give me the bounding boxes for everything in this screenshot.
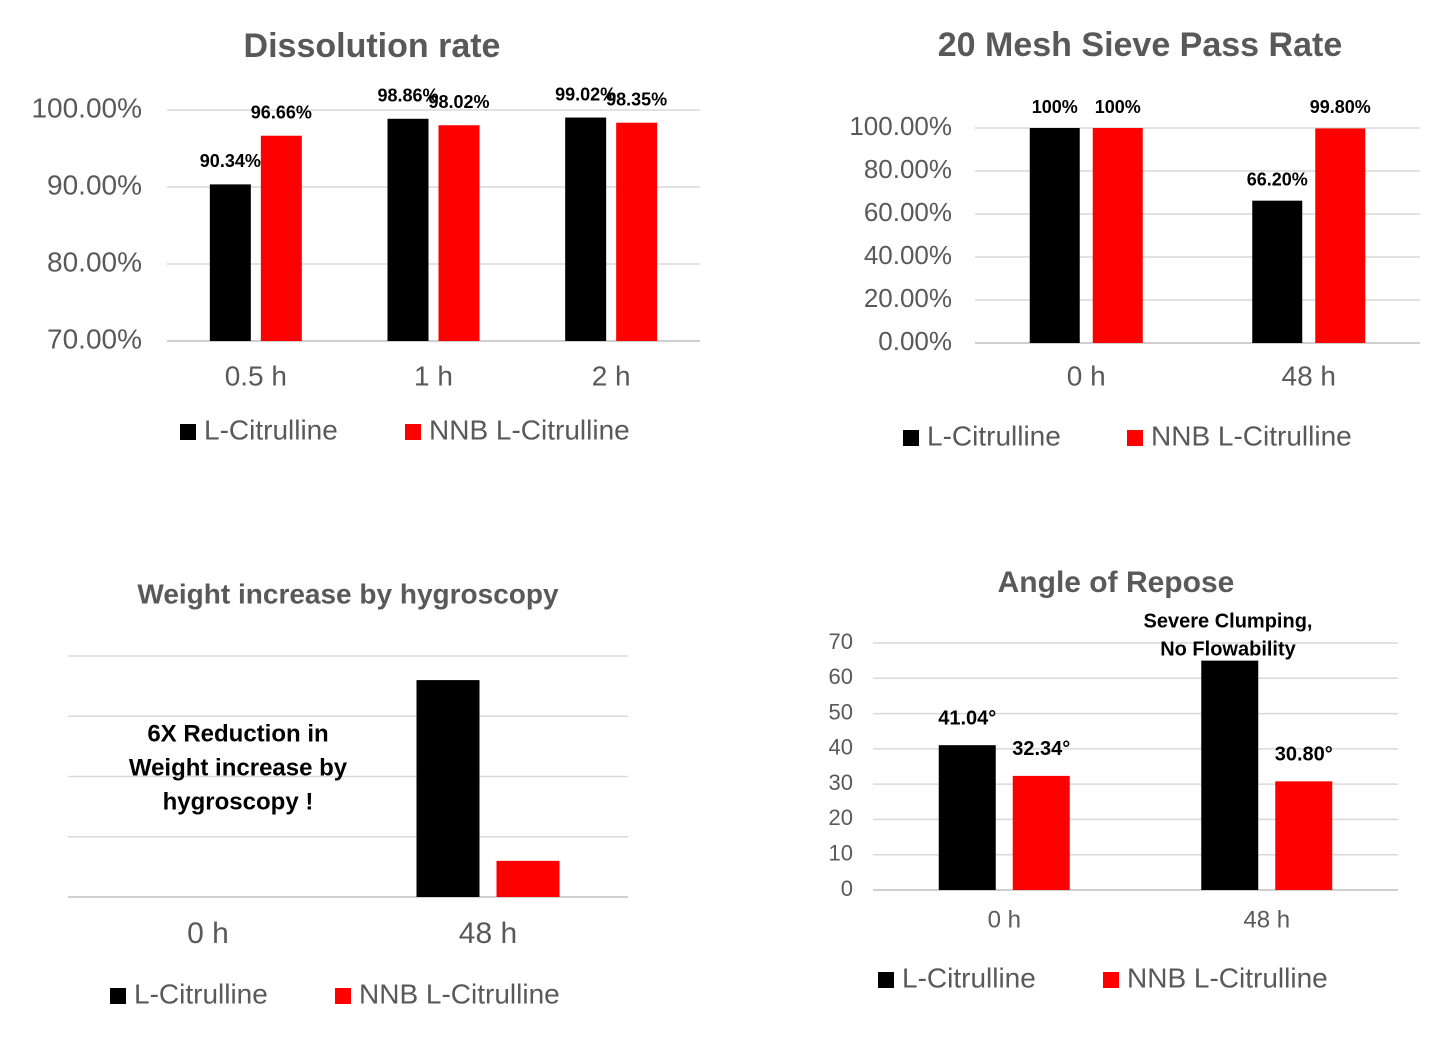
data-label: 98.02%	[428, 92, 489, 112]
bar	[1012, 775, 1070, 890]
legend-label: L-Citrulline	[927, 420, 1061, 451]
y-tick-label: 80.00%	[864, 154, 952, 184]
data-label: 98.86%	[377, 86, 438, 106]
x-tick-label: 2 h	[592, 360, 631, 391]
x-tick-label: 48 h	[459, 917, 517, 950]
y-tick-label: 40	[829, 735, 853, 760]
chart-title: Dissolution rate	[244, 27, 501, 65]
y-tick-label: 70.00%	[47, 323, 142, 354]
data-label: 100%	[1032, 97, 1078, 117]
chart-title: Angle of Repose	[998, 566, 1235, 599]
bar	[496, 860, 560, 897]
bar	[616, 122, 658, 341]
legend-swatch	[405, 424, 421, 440]
bar	[387, 118, 429, 341]
annotation: 6X Reduction in	[147, 720, 328, 747]
data-label: 98.35%	[606, 89, 667, 109]
legend-swatch	[878, 972, 894, 988]
bar	[438, 125, 480, 341]
annotation: No Flowability	[1160, 638, 1296, 660]
y-tick-label: 0	[841, 876, 853, 901]
legend-label: NNB L-Citrulline	[1151, 420, 1352, 451]
legend-label: NNB L-Citrulline	[1127, 962, 1328, 993]
y-tick-label: 60.00%	[864, 197, 952, 227]
bar	[1315, 128, 1366, 343]
y-tick-label: 40.00%	[864, 240, 952, 270]
bar	[416, 680, 480, 897]
data-label: 41.04°	[938, 707, 996, 729]
chart-title: 20 Mesh Sieve Pass Rate	[938, 26, 1342, 64]
bar	[209, 184, 251, 341]
data-label: 32.34°	[1012, 738, 1070, 760]
y-tick-label: 0.00%	[878, 326, 952, 356]
y-tick-label: 30	[829, 770, 853, 795]
annotation: Weight increase by	[129, 754, 348, 781]
x-tick-label: 0 h	[187, 917, 229, 950]
y-tick-label: 70	[829, 629, 853, 654]
x-tick-label: 0.5 h	[225, 360, 287, 391]
x-tick-label: 0 h	[988, 906, 1021, 933]
x-tick-label: 48 h	[1243, 906, 1290, 933]
y-tick-label: 10	[829, 841, 853, 866]
data-label: 66.20%	[1247, 169, 1308, 189]
annotation: Severe Clumping,	[1144, 610, 1313, 632]
legend-swatch	[1127, 430, 1143, 446]
x-tick-label: 48 h	[1282, 360, 1337, 391]
y-tick-label: 100.00%	[849, 111, 952, 141]
y-tick-label: 50	[829, 699, 853, 724]
bar	[260, 135, 302, 341]
legend-swatch	[180, 424, 196, 440]
bar	[565, 117, 607, 342]
data-label: 99.02%	[555, 84, 616, 104]
y-tick-label: 20	[829, 805, 853, 830]
data-label: 90.34%	[200, 151, 261, 171]
bar	[1252, 200, 1303, 343]
x-tick-label: 1 h	[414, 360, 453, 391]
legend-label: NNB L-Citrulline	[359, 978, 560, 1009]
y-tick-label: 20.00%	[864, 283, 952, 313]
data-label: 30.80°	[1275, 744, 1333, 766]
bar	[1275, 781, 1333, 890]
data-label: 100%	[1095, 97, 1141, 117]
legend-swatch	[1103, 972, 1119, 988]
y-tick-label: 60	[829, 664, 853, 689]
x-tick-label: 0 h	[1067, 360, 1106, 391]
data-label: 96.66%	[251, 102, 312, 122]
y-tick-label: 90.00%	[47, 169, 142, 200]
legend-label: L-Citrulline	[204, 414, 338, 445]
bar	[1201, 660, 1259, 890]
legend-label: L-Citrulline	[134, 978, 268, 1009]
legend-swatch	[110, 988, 126, 1004]
bar	[1092, 128, 1143, 343]
data-label: 99.80%	[1310, 97, 1371, 117]
legend-label: NNB L-Citrulline	[429, 414, 630, 445]
y-tick-label: 80.00%	[47, 246, 142, 277]
bar	[1029, 128, 1080, 343]
annotation: hygroscopy !	[163, 788, 314, 815]
legend-swatch	[335, 988, 351, 1004]
legend-swatch	[903, 430, 919, 446]
y-tick-label: 100.00%	[31, 92, 142, 123]
bar	[938, 745, 996, 890]
chart-title: Weight increase by hygroscopy	[137, 578, 559, 609]
legend-label: L-Citrulline	[902, 962, 1036, 993]
